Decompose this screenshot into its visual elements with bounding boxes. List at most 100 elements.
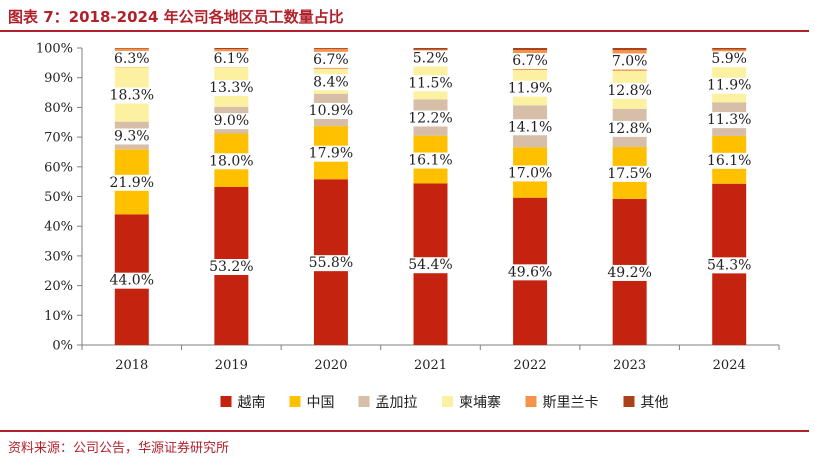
- data-label: 16.1%: [408, 153, 452, 169]
- data-label-bg: [207, 258, 255, 275]
- data-label: 54.3%: [707, 257, 751, 273]
- data-label-bg: [506, 165, 554, 182]
- data-label-bg: [407, 110, 454, 127]
- data-label-bg: [207, 153, 255, 170]
- x-tick-label: 2019: [215, 358, 248, 373]
- data-label-bg: [307, 102, 355, 119]
- data-label: 54.4%: [408, 257, 452, 273]
- y-tick-label: 90%: [44, 71, 73, 86]
- data-label-bg: [407, 75, 454, 92]
- x-tick-label: 2020: [314, 358, 347, 373]
- data-label: 12.8%: [607, 121, 651, 137]
- source-note: 资料来源：公司公告，华源证券研究所: [8, 441, 230, 456]
- data-label: 9.3%: [114, 128, 150, 144]
- data-label-bg: [207, 80, 255, 97]
- data-label: 55.8%: [309, 255, 353, 271]
- y-tick-label: 20%: [44, 279, 73, 294]
- source-rule: [0, 430, 809, 432]
- legend-label: 越南: [238, 395, 266, 411]
- data-label: 8.4%: [313, 74, 349, 90]
- data-label: 14.1%: [508, 119, 552, 135]
- legend-label: 其他: [641, 395, 669, 411]
- data-label-bg: [108, 174, 156, 191]
- data-label: 12.8%: [607, 83, 651, 99]
- data-label: 13.3%: [209, 80, 253, 96]
- bar-segment: [114, 48, 149, 49]
- data-label-bg: [506, 80, 554, 97]
- data-label-bg: [212, 51, 251, 68]
- data-label: 7.0%: [612, 53, 648, 69]
- stacked-bar-chart: 0% 10% 20% 30% 40% 50% 60% 70% 80% 90% 100% 2018 201…: [36, 42, 780, 411]
- y-tick-label: 80%: [44, 101, 73, 116]
- bar-segment: [712, 48, 747, 50]
- data-label: 6.1%: [214, 51, 250, 67]
- y-tick-label: 70%: [44, 131, 73, 146]
- x-tick-label: 2024: [713, 358, 746, 373]
- data-label: 44.0%: [110, 273, 154, 289]
- legend-swatch: [289, 396, 301, 407]
- bar-segment: [313, 48, 348, 49]
- data-label-bg: [411, 50, 450, 67]
- data-label: 18.0%: [209, 153, 253, 169]
- data-label-bg: [705, 257, 753, 274]
- y-tick-label: 0%: [52, 339, 73, 354]
- data-label-bg: [506, 119, 554, 136]
- data-label: 18.3%: [110, 87, 154, 103]
- data-label: 17.5%: [607, 166, 651, 182]
- legend-label: 孟加拉: [376, 395, 418, 411]
- data-label-bg: [307, 255, 355, 272]
- data-label: 10.9%: [309, 103, 353, 119]
- data-label: 49.6%: [508, 264, 552, 280]
- data-label-bg: [407, 257, 454, 274]
- data-label: 5.2%: [413, 51, 449, 67]
- data-label-bg: [108, 87, 156, 104]
- data-label-bg: [710, 51, 749, 68]
- y-tick-label: 40%: [44, 220, 73, 235]
- data-label-bg: [311, 51, 351, 68]
- data-label: 49.2%: [607, 265, 651, 281]
- data-label-bg: [506, 264, 554, 281]
- data-label-bg: [610, 53, 649, 70]
- data-label: 17.0%: [508, 165, 552, 181]
- data-label: 11.9%: [508, 81, 552, 97]
- data-label: 5.9%: [711, 51, 747, 67]
- data-label-bg: [705, 152, 753, 169]
- y-tick-label: 30%: [44, 249, 73, 264]
- bar-segment: [214, 48, 249, 50]
- legend-swatch: [623, 396, 635, 407]
- x-tick-label: 2018: [115, 358, 148, 373]
- y-tick-label: 60%: [44, 160, 73, 175]
- title-rule: [0, 30, 809, 32]
- legend-label: 柬埔寨: [459, 394, 501, 411]
- data-label: 16.1%: [707, 153, 751, 169]
- data-label: 11.9%: [707, 78, 751, 94]
- data-label-bg: [606, 264, 654, 281]
- data-label-bg: [112, 50, 151, 67]
- data-label-bg: [606, 120, 654, 137]
- data-label: 6.3%: [114, 51, 150, 67]
- bar-segment: [513, 48, 548, 51]
- data-label: 53.2%: [209, 259, 253, 275]
- data-label: 6.7%: [512, 53, 548, 69]
- data-label-bg: [108, 272, 156, 289]
- data-label-bg: [307, 145, 355, 162]
- x-tick-label: 2021: [414, 358, 447, 373]
- x-tick-label: 2023: [613, 358, 646, 373]
- data-label-bg: [311, 74, 351, 91]
- chart-title: 图表 7：2018-2024 年公司各地区员工数量占比: [8, 8, 344, 26]
- bar-segment: [413, 48, 448, 50]
- legend-swatch: [220, 396, 232, 407]
- data-label-bg: [212, 113, 251, 130]
- data-label-bg: [510, 53, 550, 70]
- data-label: 12.2%: [408, 110, 452, 126]
- data-label: 11.3%: [707, 112, 751, 128]
- data-label-bg: [606, 165, 654, 182]
- data-label: 6.7%: [313, 52, 349, 68]
- data-label-bg: [705, 77, 753, 94]
- data-label: 9.0%: [214, 113, 250, 129]
- legend-swatch: [525, 396, 537, 407]
- y-tick-label: 100%: [36, 42, 73, 57]
- data-label: 21.9%: [110, 175, 154, 191]
- data-label-bg: [705, 112, 753, 129]
- y-tick-label: 10%: [44, 309, 73, 324]
